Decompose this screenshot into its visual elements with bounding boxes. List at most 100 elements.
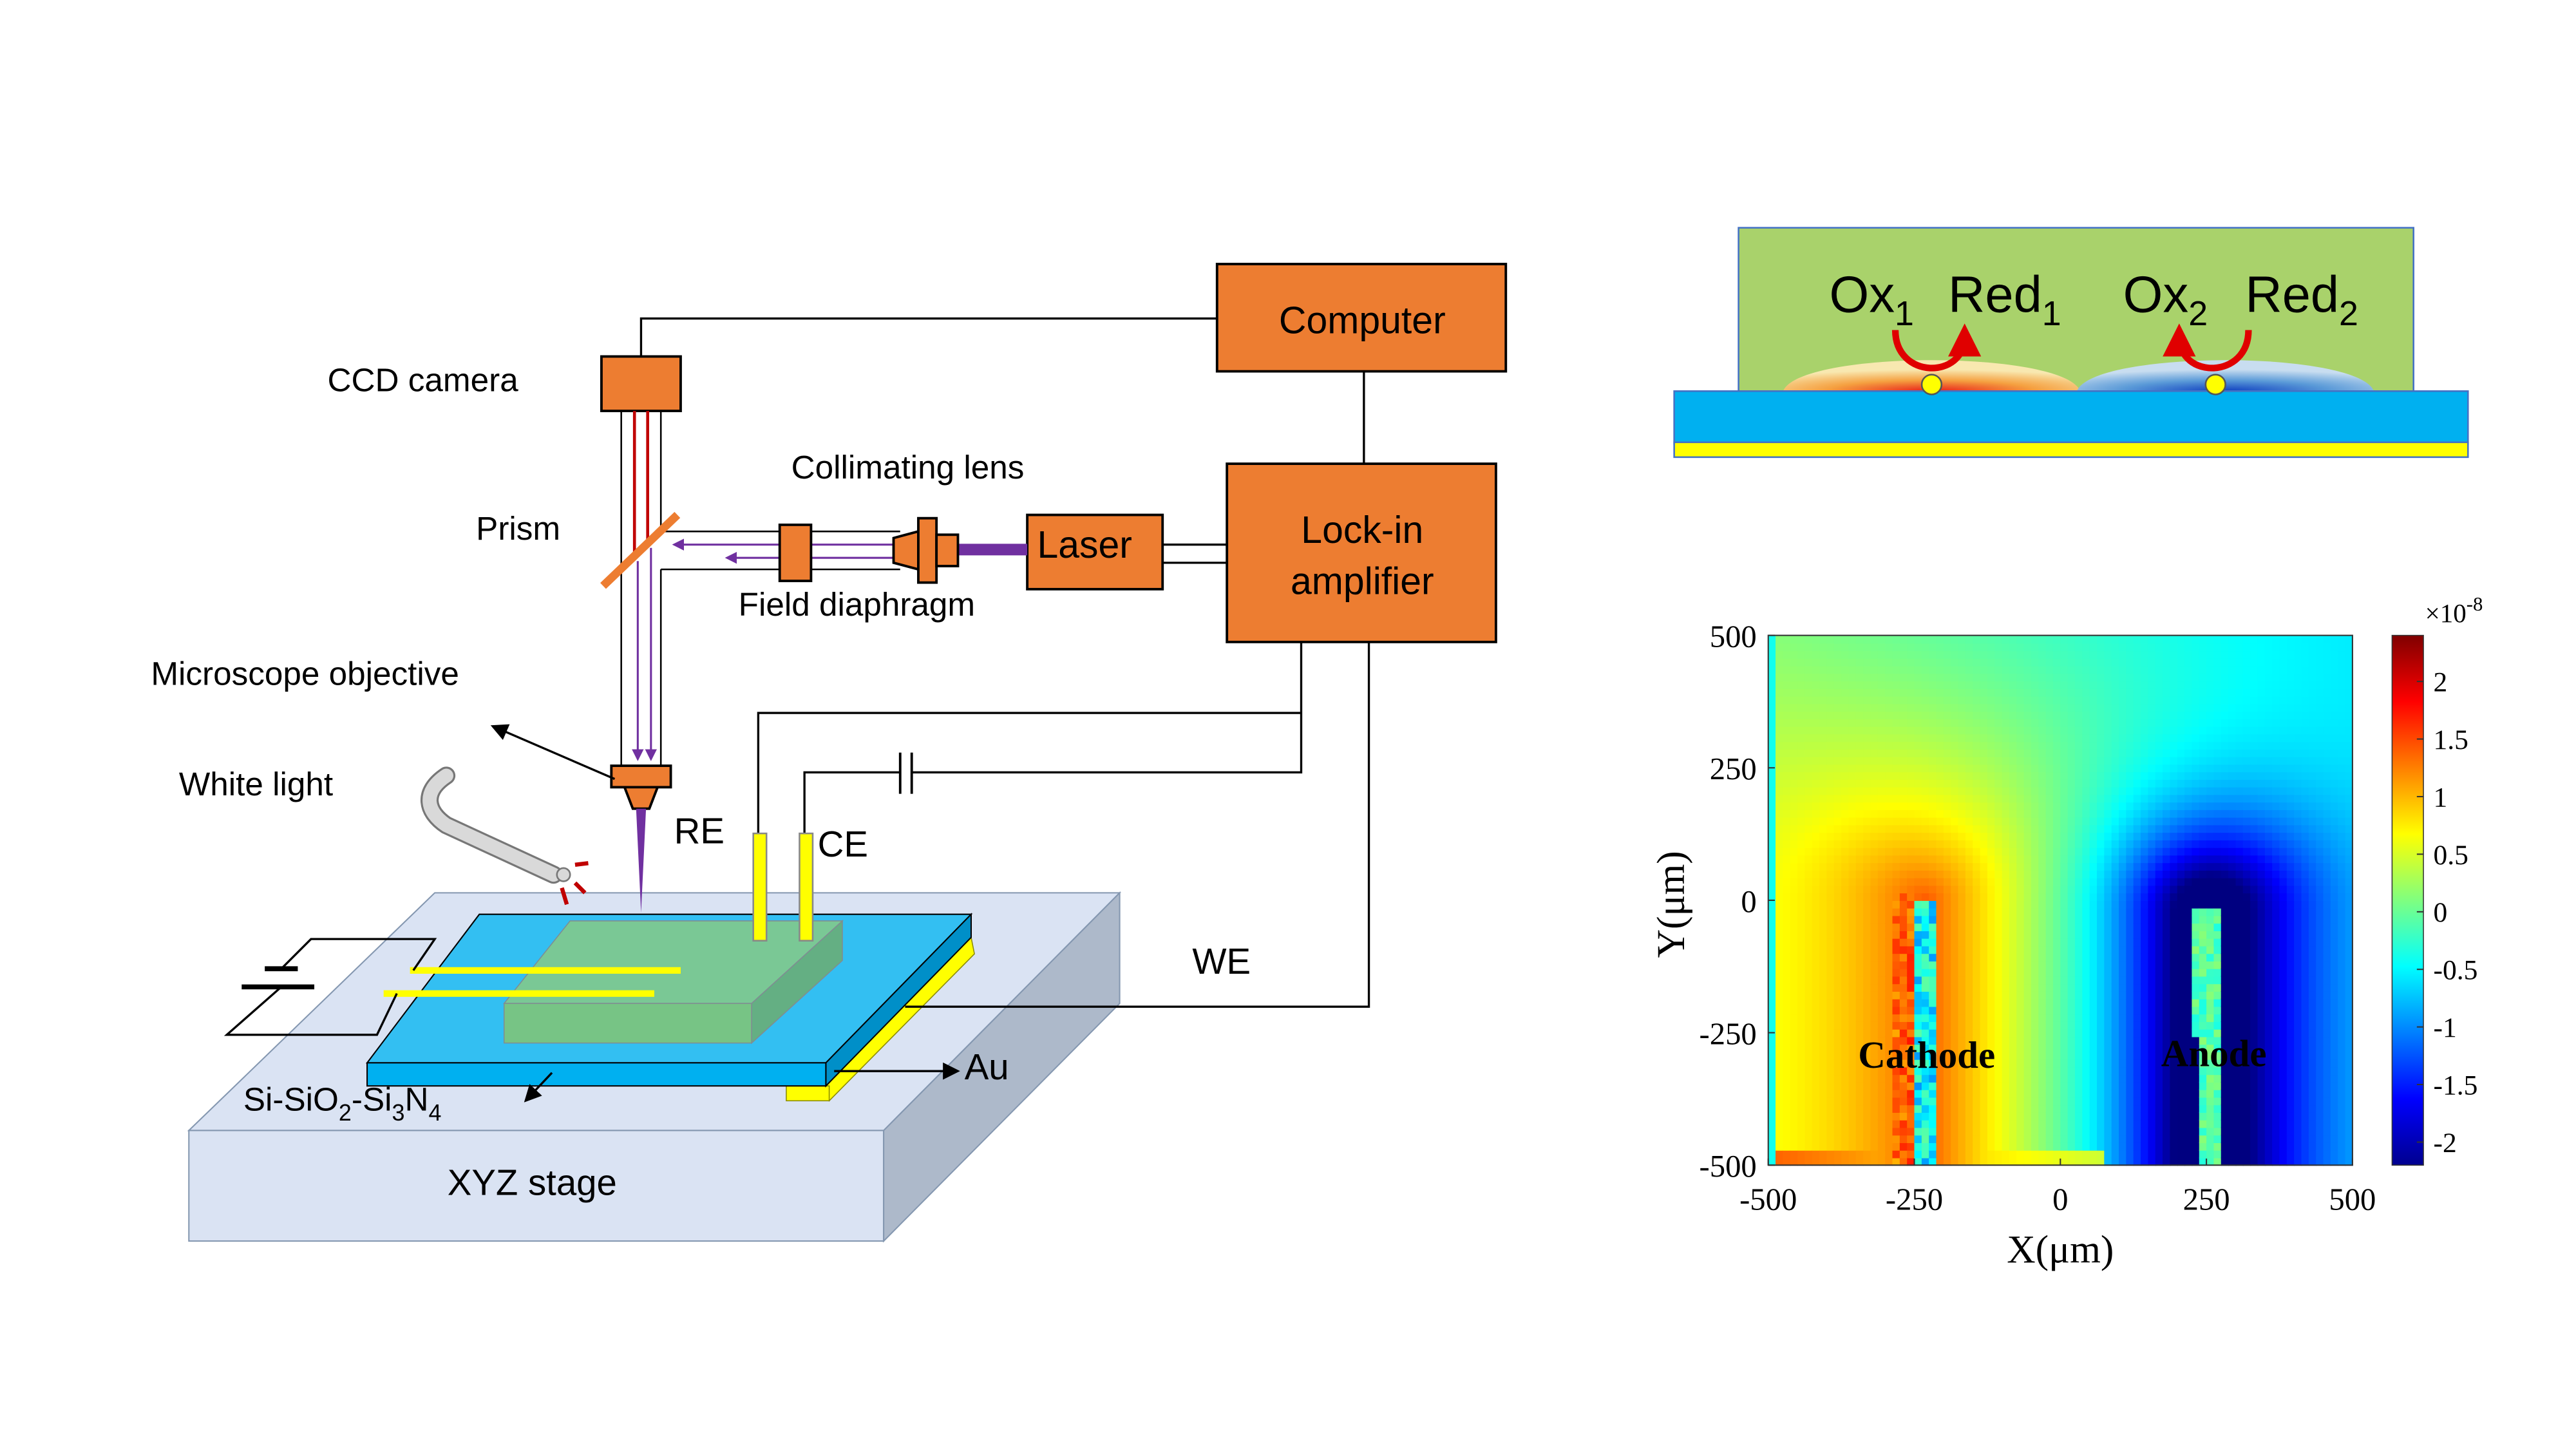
heatmap-cell xyxy=(2177,681,2186,689)
heatmap-cell xyxy=(1907,1014,1915,1022)
heatmap-cell xyxy=(1958,915,1966,924)
heatmap-cell xyxy=(2009,885,2018,894)
heatmap-cell xyxy=(1841,817,1850,826)
heatmap-cell xyxy=(2184,869,2193,878)
heatmap-cell xyxy=(2206,960,2215,969)
heatmap-cell xyxy=(1826,1097,1835,1106)
heatmap-cell xyxy=(2279,998,2287,1007)
heatmap-cell xyxy=(1987,809,1996,818)
heatmap-cell xyxy=(1848,772,1857,780)
heatmap-cell xyxy=(2228,1081,2237,1090)
heatmap-cell xyxy=(2163,1112,2171,1121)
heatmap-cell xyxy=(2170,1074,2178,1083)
heatmap-cell xyxy=(2235,1059,2244,1068)
heatmap-cell xyxy=(1929,711,1937,719)
heatmap-cell xyxy=(1936,938,1944,947)
heatmap-cell xyxy=(1892,1036,1900,1045)
heatmap-cell xyxy=(2009,998,2018,1007)
heatmap-cell xyxy=(1797,945,1806,954)
heatmap-cell xyxy=(1914,779,1922,788)
heatmap-cell xyxy=(1973,643,1981,652)
heatmap-cell xyxy=(1973,945,1981,954)
heatmap-cell xyxy=(2023,915,2032,924)
heatmap-cell xyxy=(2074,1044,2083,1052)
heatmap-cell xyxy=(2023,976,2032,985)
heatmap-cell xyxy=(1987,665,1996,674)
heatmap-cell xyxy=(1848,960,1857,969)
heatmap-cell xyxy=(1826,990,1835,999)
heatmap-cell xyxy=(1899,741,1908,750)
heatmap-cell xyxy=(2257,900,2266,909)
heatmap-cell xyxy=(1877,953,1886,961)
heatmap-cell xyxy=(1980,832,1988,840)
heatmap-cell xyxy=(1914,1066,1922,1075)
heatmap-cell xyxy=(1929,673,1937,682)
heatmap-cell xyxy=(1943,923,1952,931)
heatmap-cell xyxy=(1951,681,1959,689)
heatmap-cell xyxy=(2133,998,2142,1007)
heatmap-cell xyxy=(2009,869,2018,878)
heatmap-cell xyxy=(2235,696,2244,705)
heatmap-cell xyxy=(1768,1157,1777,1166)
heatmap-cell xyxy=(2192,794,2200,803)
heatmap-cell xyxy=(1768,1006,1777,1015)
heatmap-cell xyxy=(1987,1081,1996,1090)
heatmap-cell xyxy=(1892,794,1900,803)
heatmap-cell xyxy=(1965,748,1974,757)
heatmap-cell xyxy=(2163,847,2171,856)
heatmap-cell xyxy=(2184,1081,2193,1090)
heatmap-cell xyxy=(2104,1119,2112,1128)
heatmap-cell xyxy=(2016,703,2025,712)
heatmap-cell xyxy=(1973,1157,1981,1166)
heatmap-cell xyxy=(1936,772,1944,780)
heatmap-cell xyxy=(2170,703,2178,712)
heatmap-cell xyxy=(2177,779,2186,788)
heatmap-cell xyxy=(2067,696,2076,705)
heatmap-cell xyxy=(2126,673,2134,682)
heatmap-cell xyxy=(1994,1059,2003,1068)
heatmap-cell xyxy=(1776,968,1784,977)
heatmap-cell xyxy=(1987,1150,1996,1159)
heatmap-cell xyxy=(1921,809,1930,818)
heatmap-cell xyxy=(2052,665,2061,674)
heatmap-cell xyxy=(2170,976,2178,985)
heatmap-cell xyxy=(1936,718,1944,727)
heatmap-cell xyxy=(2199,1021,2208,1030)
heatmap-cell xyxy=(2002,824,2010,833)
heatmap-cell xyxy=(2002,673,2010,682)
heatmap-cell xyxy=(1826,869,1835,878)
heatmap-cell xyxy=(1965,1150,1974,1159)
heatmap-cell xyxy=(2272,998,2280,1007)
heatmap-cell xyxy=(1826,772,1835,780)
heatmap-cell xyxy=(2199,923,2208,931)
heatmap-cell xyxy=(2126,703,2134,712)
heatmap-cell xyxy=(2002,1006,2010,1015)
heatmap-cell xyxy=(2126,938,2134,947)
heatmap-cell xyxy=(2067,673,2076,682)
heatmap-cell xyxy=(1797,968,1806,977)
heatmap-cell xyxy=(1863,855,1871,864)
heatmap-cell xyxy=(1776,1014,1784,1022)
heatmap-cell xyxy=(1841,998,1850,1007)
heatmap-cell xyxy=(1973,1081,1981,1090)
heatmap-cell xyxy=(2060,1051,2069,1060)
heatmap-cell xyxy=(2052,734,2061,743)
heatmap-cell xyxy=(2016,998,2025,1007)
heatmap-cell xyxy=(1833,960,1842,969)
heatmap-cell xyxy=(1958,877,1966,886)
heatmap-cell xyxy=(2213,960,2222,969)
heatmap-cell xyxy=(2170,764,2178,773)
heatmap-cell xyxy=(2060,915,2069,924)
heatmap-cell xyxy=(2177,1089,2186,1098)
heatmap-cell xyxy=(2228,1112,2237,1121)
heatmap-cell xyxy=(1892,817,1900,826)
heatmap-cell xyxy=(1877,1112,1886,1121)
heatmap-cell xyxy=(1812,877,1821,886)
heatmap-cell xyxy=(1965,1074,1974,1083)
heatmap-cell xyxy=(1797,832,1806,840)
heatmap-cell xyxy=(2184,1142,2193,1151)
heatmap-cell xyxy=(1987,756,1996,765)
heatmap-cell xyxy=(1899,1066,1908,1075)
heatmap-cell xyxy=(2089,1127,2098,1136)
heatmap-cell xyxy=(1848,1127,1857,1136)
